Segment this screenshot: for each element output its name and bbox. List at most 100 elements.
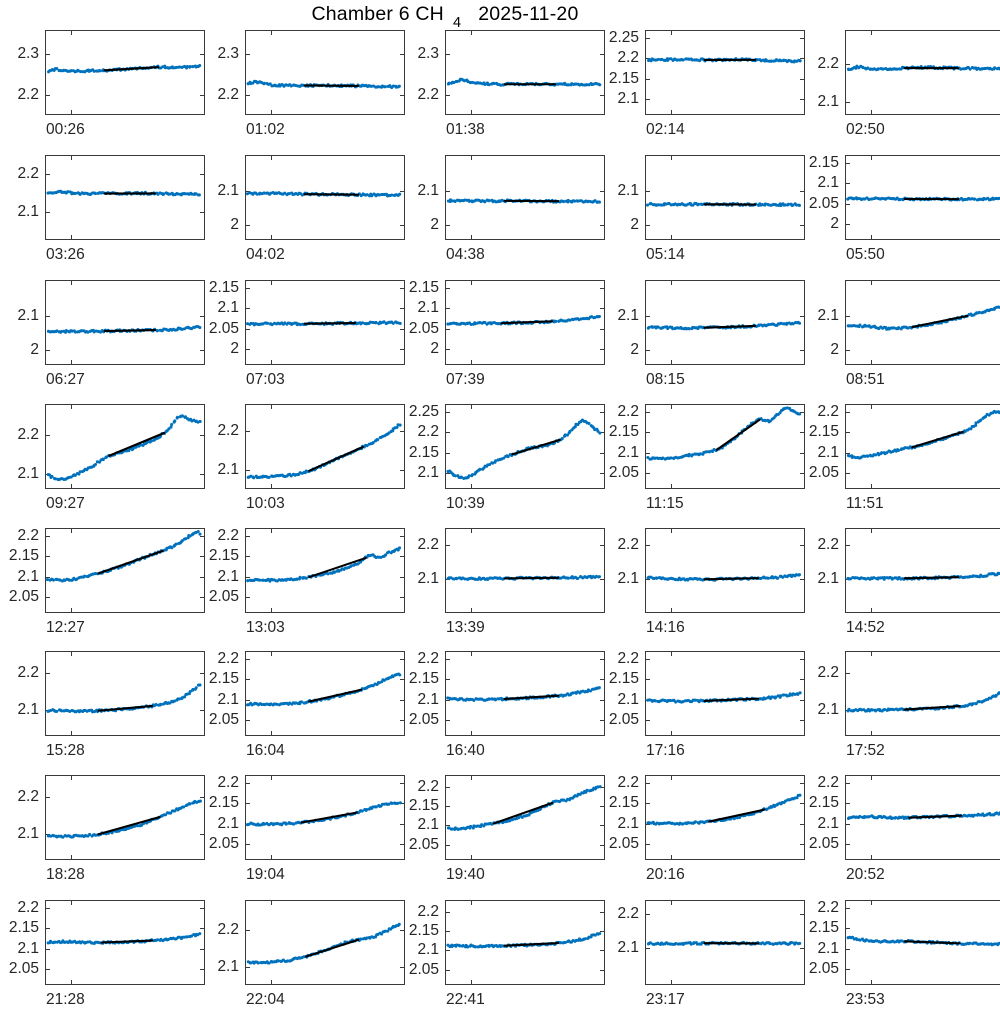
- y-tick-label: 2.2: [217, 920, 239, 938]
- x-time-label: 14:52: [846, 619, 885, 636]
- title-text: Chamber 6 CH: [311, 3, 444, 25]
- scatter-series-canvas: [45, 280, 205, 365]
- y-tick-label: 2.2: [417, 777, 439, 795]
- scatter-series-canvas: [245, 651, 405, 736]
- x-time-label: 14:16: [646, 619, 685, 636]
- y-tick-label: 2.15: [408, 279, 439, 297]
- y-tick-label: 2.15: [8, 547, 39, 565]
- y-tick-label: 2.2: [617, 49, 639, 67]
- y-tick-label: 2.1: [817, 939, 839, 957]
- subplot-00-26: [45, 30, 205, 115]
- y-tick-label: 2: [630, 340, 639, 358]
- subplot-07-39: [445, 280, 605, 365]
- x-time-label: 20:16: [646, 866, 685, 883]
- y-tick-label: 2.1: [817, 92, 839, 110]
- y-tick-label: 2.1: [217, 460, 239, 478]
- y-tick-label: 2.15: [608, 794, 639, 812]
- y-tick-label: 2.1: [817, 570, 839, 587]
- subplot-08-51: [845, 280, 1000, 365]
- y-tick-label: 2.1: [417, 299, 439, 317]
- y-tick-label: 2.2: [217, 650, 239, 668]
- x-time-label: 00:26: [46, 121, 85, 138]
- scatter-series-canvas: [645, 900, 805, 985]
- y-tick-label: 2.1: [617, 814, 639, 832]
- x-time-label: 07:39: [446, 371, 485, 388]
- y-tick-label: 2.1: [217, 814, 239, 832]
- y-tick-label: 2.1: [817, 174, 839, 192]
- y-tick-label: 2.1: [617, 938, 639, 956]
- scatter-series-canvas: [845, 155, 1000, 240]
- x-time-label: 23:17: [646, 991, 685, 1008]
- scatter-series-canvas: [445, 155, 605, 240]
- x-time-label: 05:50: [846, 246, 885, 263]
- y-tick-label: 2.1: [417, 816, 439, 834]
- subplot-16-40: [445, 651, 605, 736]
- y-tick-label: 2: [430, 215, 439, 233]
- y-tick-label: 2.1: [17, 701, 39, 719]
- scatter-series-canvas: [445, 651, 605, 736]
- scatter-series-canvas: [845, 528, 1000, 613]
- y-tick-label: 2.2: [417, 423, 439, 441]
- subplot-10-39: [445, 404, 605, 489]
- y-tick-label: 2.15: [808, 794, 839, 812]
- y-tick-label: 2.15: [408, 796, 439, 814]
- y-tick-label: 2.1: [617, 306, 639, 324]
- subplot-01-38: [445, 30, 605, 115]
- y-tick-label: 2.1: [617, 89, 639, 107]
- x-time-label: 17:16: [646, 742, 685, 759]
- subplot-20-52: [845, 775, 1000, 860]
- y-tick-label: 2.2: [17, 425, 39, 443]
- scatter-series-canvas: [845, 775, 1000, 860]
- y-tick-label: 2.05: [408, 835, 439, 853]
- subplot-08-15: [645, 280, 805, 365]
- y-tick-label: 2.15: [808, 423, 839, 441]
- y-tick-label: 2.2: [817, 774, 839, 792]
- y-tick-label: 2.1: [617, 443, 639, 461]
- scatter-series-canvas: [45, 775, 205, 860]
- y-tick-label: 2.15: [608, 670, 639, 688]
- subplot-04-38: [445, 155, 605, 240]
- y-tick-label: 2.2: [217, 774, 239, 792]
- x-time-label: 07:03: [246, 371, 285, 388]
- y-tick-label: 2.1: [417, 690, 439, 708]
- y-tick-label: 2.2: [17, 164, 39, 182]
- subplot-05-14: [645, 155, 805, 240]
- scatter-series-canvas: [845, 651, 1000, 736]
- x-time-label: 04:38: [446, 246, 485, 263]
- subplot-10-03: [245, 404, 405, 489]
- y-tick-label: 2.2: [417, 85, 439, 103]
- x-time-label: 15:28: [46, 742, 85, 759]
- y-tick-label: 2.05: [208, 710, 239, 728]
- y-tick-label: 2: [830, 340, 839, 358]
- subplot-22-41: [445, 900, 605, 985]
- y-tick-label: 2.2: [617, 650, 639, 668]
- scatter-series-canvas: [245, 900, 405, 985]
- y-tick-label: 2.15: [608, 69, 639, 87]
- y-tick-label: 2.2: [17, 527, 39, 545]
- scatter-series-canvas: [645, 30, 805, 115]
- y-tick-label: 2.05: [8, 587, 39, 605]
- subplot-07-03: [245, 280, 405, 365]
- scatter-series-canvas: [245, 404, 405, 489]
- y-tick-label: 2.1: [217, 690, 239, 708]
- subplot-17-52: [845, 651, 1000, 736]
- scatter-series-canvas: [45, 30, 205, 115]
- y-tick-label: 2.05: [808, 959, 839, 977]
- x-time-label: 21:28: [46, 991, 85, 1008]
- y-tick-label: 2.05: [808, 463, 839, 481]
- title-subscript: 4: [452, 15, 462, 31]
- scatter-series-canvas: [645, 528, 805, 613]
- y-tick-label: 2.1: [817, 814, 839, 832]
- y-tick-label: 2.05: [608, 710, 639, 728]
- scatter-series-canvas: [445, 775, 605, 860]
- y-tick-label: 2.1: [17, 202, 39, 220]
- scatter-series-canvas: [645, 651, 805, 736]
- y-tick-label: 2.05: [8, 959, 39, 977]
- figure-title: Chamber 6 CH 4 2025-11-20: [311, 3, 578, 31]
- subplot-02-50: [845, 30, 1000, 115]
- x-time-label: 08:51: [846, 371, 885, 388]
- scatter-series-canvas: [45, 404, 205, 489]
- y-tick-label: 2.2: [417, 650, 439, 668]
- scatter-series-canvas: [845, 900, 1000, 985]
- y-tick-label: 2.1: [817, 701, 839, 719]
